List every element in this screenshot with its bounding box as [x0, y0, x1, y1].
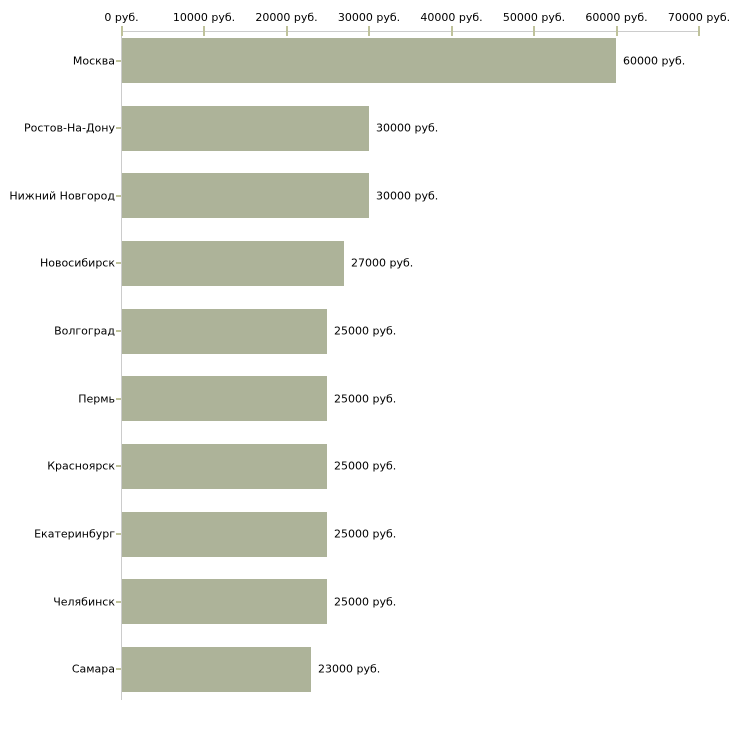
- y-axis-tick-mark: [116, 59, 121, 62]
- value-label: 25000 руб.: [334, 324, 397, 338]
- bar: [122, 173, 369, 219]
- bar: [122, 308, 327, 354]
- value-label: 27000 руб.: [351, 256, 414, 270]
- y-axis-tick-mark: [116, 600, 121, 603]
- x-axis-tick-mark: [120, 26, 123, 36]
- y-axis-tick-mark: [116, 668, 121, 671]
- bar: [122, 105, 369, 151]
- y-axis-tick-mark: [116, 127, 121, 130]
- x-axis-tick-label: 0 руб.: [104, 11, 139, 24]
- category-label: Красноярск: [47, 459, 115, 473]
- x-axis-tick-label: 70000 руб.: [667, 11, 730, 24]
- bar: [122, 38, 616, 83]
- x-axis-tick-mark: [450, 26, 453, 36]
- y-axis-tick-mark: [116, 397, 121, 400]
- category-label: Челябинск: [53, 595, 115, 609]
- bar: [122, 443, 327, 489]
- y-axis-tick-mark: [116, 262, 121, 265]
- category-label: Екатеринбург: [34, 527, 115, 541]
- x-axis-line: [121, 31, 700, 32]
- bar: [122, 579, 327, 625]
- category-label: Пермь: [78, 392, 115, 406]
- value-label: 25000 руб.: [334, 527, 397, 541]
- category-label: Нижний Новгород: [9, 189, 115, 203]
- value-label: 30000 руб.: [376, 121, 439, 135]
- x-axis-tick-label: 10000 руб.: [172, 11, 236, 24]
- value-label: 25000 руб.: [334, 595, 397, 609]
- x-axis-tick-label: 60000 руб.: [585, 11, 648, 24]
- x-axis-tick-mark: [615, 26, 618, 36]
- x-axis-tick-label: 50000 руб.: [502, 11, 566, 24]
- y-axis-tick-mark: [116, 330, 121, 333]
- bar: [122, 240, 344, 286]
- value-label: 60000 руб.: [623, 54, 686, 67]
- bar: [122, 511, 327, 557]
- value-label: 25000 руб.: [334, 459, 397, 473]
- x-axis-tick-label: 20000 руб.: [255, 11, 318, 24]
- y-axis-tick-mark: [116, 194, 121, 197]
- y-axis-line: [121, 31, 122, 700]
- category-label: Москва: [72, 54, 115, 67]
- y-axis-tick-mark: [116, 465, 121, 468]
- category-label: Самара: [71, 662, 115, 676]
- x-axis-tick-label: 40000 руб.: [420, 11, 483, 24]
- x-axis-tick-mark: [368, 26, 370, 36]
- y-axis-tick-mark: [116, 533, 121, 536]
- value-label: 30000 руб.: [376, 189, 439, 203]
- value-label: 25000 руб.: [334, 392, 397, 406]
- x-axis-tick-label: 30000 руб.: [337, 11, 401, 24]
- x-axis-tick-mark: [533, 26, 535, 36]
- value-label: 23000 руб.: [318, 662, 381, 676]
- bar: [122, 376, 327, 422]
- x-axis-tick-mark: [285, 26, 288, 36]
- x-axis-tick-mark: [203, 26, 205, 36]
- category-label: Новосибирск: [39, 256, 115, 270]
- x-axis-tick-mark: [698, 26, 700, 36]
- category-label: Ростов-На-Дону: [23, 121, 115, 135]
- category-label: Волгоград: [54, 324, 115, 338]
- bar: [122, 646, 311, 692]
